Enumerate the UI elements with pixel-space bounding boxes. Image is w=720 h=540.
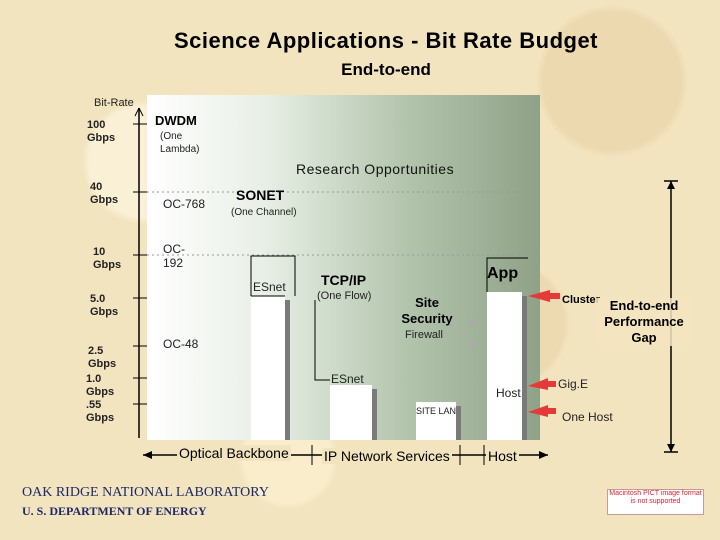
tcp-step	[314, 300, 330, 381]
label-esnet-low: ESnet	[331, 372, 364, 386]
label-sonet: SONET	[236, 187, 285, 203]
bar-host	[487, 292, 522, 440]
gridlines	[147, 191, 540, 256]
bar-site-lan	[416, 402, 456, 440]
label-site-security: Site Security	[401, 295, 453, 326]
label-cluster: Cluster	[562, 294, 600, 306]
red-arrow-gige	[528, 378, 556, 390]
y-tick-055: .55 Gbps	[86, 399, 115, 424]
y-tick-40: 40 Gbps	[90, 181, 119, 206]
bar-host-shadow	[522, 296, 527, 440]
bar-esnet-top	[251, 296, 285, 440]
label-tcpip-sub: (One Flow)	[317, 290, 372, 302]
label-host-bar: Host	[496, 386, 521, 400]
y-tick-1: 1.0 Gbps	[86, 373, 115, 398]
x-segment-ip-network-services: IP Network Services	[322, 448, 452, 464]
step-esnet	[250, 255, 296, 296]
step-host	[486, 257, 528, 292]
bar-esnet-low	[330, 385, 372, 440]
flow-arrow-2	[470, 340, 478, 348]
y-tick-10: 10 Gbps	[93, 246, 122, 271]
bar-site-lan-shadow	[456, 406, 461, 440]
y-tick-2-5: 2.5 Gbps	[88, 345, 117, 370]
footer-doe: U. S. DEPARTMENT OF ENERGY	[22, 504, 207, 518]
label-firewall: Firewall	[405, 329, 443, 341]
x-segment-optical-backbone: Optical Backbone	[177, 445, 291, 461]
label-app: App	[487, 265, 519, 282]
y-axis-arrow-top	[134, 107, 140, 117]
label-end-to-end-gap: End-to-end Performance Gap	[596, 298, 692, 346]
label-research-opportunities: Research Opportunities	[296, 161, 455, 177]
label-site-lan: SITE LAN	[416, 406, 457, 416]
plot-area	[147, 95, 540, 440]
label-sonet-sub: (One Channel)	[231, 207, 297, 218]
label-dwdm-sub: (One Lambda)	[160, 131, 200, 155]
label-dwdm: DWDM	[155, 113, 197, 128]
page-subtitle: End-to-end	[341, 60, 431, 79]
label-gige: Gig.E	[558, 377, 589, 391]
y-axis-ticks	[133, 123, 147, 405]
y-tick-5: 5.0 Gbps	[90, 293, 119, 318]
label-oc768: OC-768	[163, 197, 206, 211]
y-axis-label: Bit-Rate	[94, 97, 134, 109]
y-tick-100: 100 Gbps	[87, 119, 116, 144]
flow-arrow-1	[470, 318, 478, 326]
pict-unsupported-placeholder: Macintosh PICT image format is not suppo…	[607, 489, 704, 515]
label-esnet-top: ESnet	[253, 280, 286, 294]
y-axis-arrow-top-r	[138, 107, 144, 117]
red-arrow-cluster	[528, 290, 560, 302]
footer-lab-name: OAK RIDGE NATIONAL LABORATORY	[22, 485, 269, 500]
bar-esnet-low-shadow	[372, 389, 377, 440]
label-tcpip: TCP/IP	[321, 272, 367, 288]
red-arrow-onehost	[528, 405, 556, 417]
page-title: Science Applications - Bit Rate Budget	[173, 28, 599, 53]
bar-esnet-top-shadow	[285, 300, 290, 440]
x-segment-host: Host	[486, 448, 519, 464]
label-oc192: OC-192	[163, 242, 185, 270]
label-oc48: OC-48	[163, 337, 199, 351]
label-one-host: One Host	[562, 410, 613, 424]
